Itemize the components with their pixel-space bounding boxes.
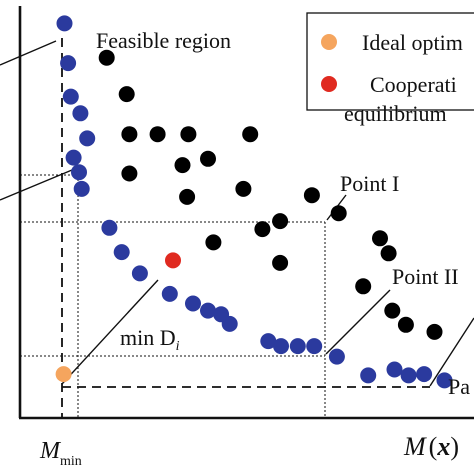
- leader-line-top-left: [0, 40, 57, 66]
- axes: [18, 6, 474, 420]
- pareto-point-9: [101, 219, 118, 236]
- pareto-point-24: [400, 367, 417, 384]
- feasible-region-label: Feasible region: [96, 28, 231, 53]
- feasible-point-12: [254, 221, 271, 238]
- cooperation-equilibrium-point: [165, 252, 181, 269]
- legend-marker-ideal: [321, 34, 337, 50]
- callout-point-two: [325, 289, 391, 355]
- pareto-point-7: [71, 164, 87, 181]
- legend-frame: [306, 12, 474, 111]
- pareto-point-5: [79, 130, 96, 147]
- pareto-point-6: [65, 149, 82, 166]
- feasible-point-17: [330, 205, 347, 222]
- feasible-point-11: [235, 180, 252, 197]
- feasible-point-20: [380, 245, 397, 262]
- pareto-point-3: [62, 88, 79, 105]
- left-leader-lines: [0, 40, 73, 201]
- feasible-point-8: [174, 157, 191, 174]
- legend-label-cooperation-line2: equilibrium: [344, 101, 447, 126]
- feasible-point-15: [205, 234, 222, 251]
- pareto-point-17: [260, 333, 277, 350]
- x-axis-label-name: M: [403, 432, 427, 461]
- pareto-point-22: [360, 367, 377, 384]
- legend-label-ideal: Ideal optim: [362, 30, 463, 55]
- x-axis-label-close-paren: ): [450, 432, 459, 461]
- feasible-point-6: [242, 126, 259, 143]
- min-d-label: min Di: [120, 325, 180, 354]
- callout-lines: [61, 194, 474, 387]
- point-one-label: Point I: [340, 171, 399, 196]
- feasible-point-13: [272, 213, 289, 230]
- legend-label-cooperation: Cooperati: [370, 72, 457, 97]
- callout-min-d: [61, 279, 159, 385]
- feasible-point-23: [426, 323, 443, 340]
- feasible-point-7: [121, 165, 138, 182]
- data-points: [55, 15, 453, 389]
- m-min-main: M: [39, 438, 62, 464]
- leader-line-mid-left: [0, 169, 73, 201]
- pareto-point-1: [56, 15, 73, 32]
- min-d-main: min D: [120, 325, 176, 350]
- pareto-point-12: [161, 285, 178, 302]
- pareto-point-2: [60, 55, 77, 72]
- pareto-point-25: [416, 366, 433, 383]
- pareto-point-23: [386, 361, 403, 378]
- feasible-point-5: [180, 126, 197, 143]
- pareto-point-16: [221, 315, 238, 332]
- feasible-point-1: [98, 49, 115, 66]
- x-axis-label-open-paren: (: [429, 432, 438, 461]
- point-two-label: Point II: [392, 264, 459, 289]
- reference-lines: [20, 38, 430, 418]
- pareto-point-13: [185, 295, 201, 312]
- callout-pareto: [429, 317, 474, 387]
- pareto-point-8: [73, 180, 90, 197]
- feasible-point-9: [200, 150, 216, 167]
- pareto-point-11: [131, 265, 148, 282]
- pareto-point-19: [289, 338, 306, 355]
- x-axis-label: M (x): [403, 432, 459, 461]
- pareto-point-26: [436, 372, 453, 389]
- pareto-point-4: [72, 105, 89, 122]
- feasible-point-19: [355, 278, 372, 295]
- feasible-point-16: [272, 254, 289, 271]
- feasible-point-21: [384, 302, 401, 319]
- legend-marker-cooperation: [321, 76, 337, 92]
- pareto-point-20: [306, 338, 323, 355]
- pareto-point-14: [200, 302, 216, 319]
- pareto-point-18: [273, 338, 289, 355]
- feasible-point-2: [118, 86, 135, 103]
- min-d-subscript: i: [176, 339, 180, 354]
- ideal-optimum-point: [55, 366, 72, 383]
- feasible-point-3: [121, 126, 138, 143]
- feasible-point-22: [397, 316, 414, 333]
- pareto-label: Pa: [448, 374, 470, 399]
- legend: Ideal optim Cooperati equilibrium: [306, 12, 474, 126]
- feasible-point-18: [372, 230, 388, 247]
- pareto-point-10: [113, 244, 130, 261]
- x-axis-label-arg: x: [436, 432, 450, 461]
- feasible-point-10: [179, 188, 196, 205]
- pareto-point-21: [328, 348, 345, 365]
- feasible-point-4: [149, 126, 166, 143]
- feasible-point-14: [303, 187, 320, 204]
- x-tick-label-m-min: Mmin: [39, 438, 82, 469]
- m-min-sub: min: [60, 454, 82, 469]
